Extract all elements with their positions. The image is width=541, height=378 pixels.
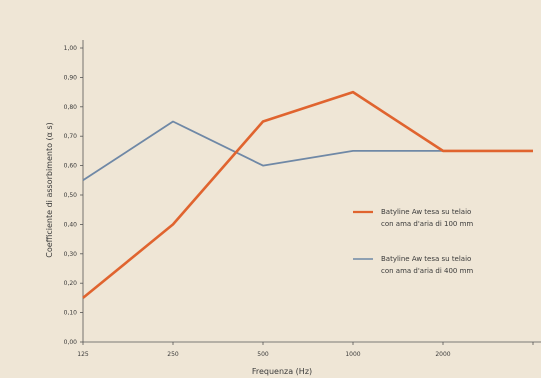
y-tick-label: 1,00 xyxy=(64,45,78,52)
x-tick-label: 2000 xyxy=(435,351,450,358)
y-axis-title: Coefficiente di assorbimento (α s) xyxy=(45,122,54,258)
legend-label-2: Batyline Aw tesa su telaio xyxy=(381,255,471,263)
y-tick-label: 0,50 xyxy=(64,192,78,199)
y-axis: 0,00 0,10 0,20 0,30 0,40 0,50 0,60 0,70 0,80 0,90… xyxy=(64,40,84,346)
x-tick-label: 1000 xyxy=(345,351,360,358)
y-tick-label: 0,90 xyxy=(64,74,78,81)
y-tick-label: 0,70 xyxy=(64,133,78,140)
legend-label-1: Batyline Aw tesa su telaio xyxy=(381,208,471,216)
series-lines xyxy=(82,90,533,299)
x-axis-title: Frequenza (Hz) xyxy=(252,367,312,376)
x-axis: 125 250 500 1000 2000 xyxy=(77,341,541,358)
y-tick-label: 0,20 xyxy=(64,280,78,287)
series-line-1 xyxy=(82,90,533,299)
y-tick-label: 0,10 xyxy=(64,310,78,317)
legend: Batyline Aw tesa su telaio con ama d'aria… xyxy=(353,208,473,275)
x-tick-label: 250 xyxy=(167,351,179,358)
x-tick-label: 500 xyxy=(257,351,269,358)
y-tick-label: 0,30 xyxy=(64,251,78,258)
legend-label-2: con ama d'aria di 400 mm xyxy=(381,267,473,275)
y-tick-label: 0,80 xyxy=(64,104,78,111)
y-tick-label: 0,40 xyxy=(64,221,78,228)
y-tick-label: 0,60 xyxy=(64,163,78,170)
y-tick-label: 0,00 xyxy=(64,339,78,346)
legend-label-1: con ama d'aria di 100 mm xyxy=(381,220,473,228)
x-tick-label: 125 xyxy=(77,351,89,358)
